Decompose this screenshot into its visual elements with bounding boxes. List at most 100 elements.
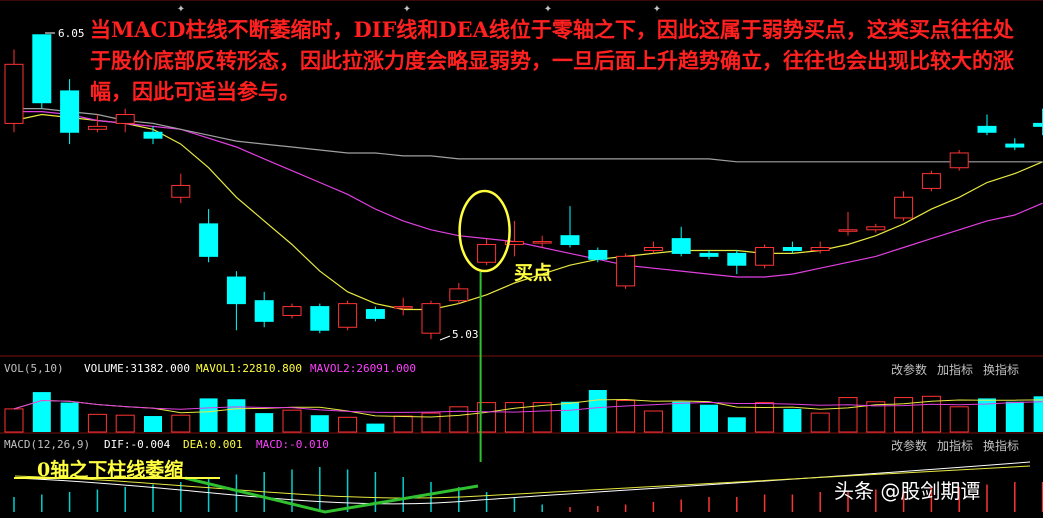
candle-body-down (560, 235, 580, 246)
candle (32, 34, 52, 109)
volume-bar (1005, 401, 1024, 432)
candle (532, 235, 552, 248)
candle-body-up (643, 247, 663, 251)
candle (338, 300, 358, 331)
top-event-marker: ✦ (653, 4, 661, 15)
volume-bar (755, 402, 775, 433)
candle (671, 226, 691, 257)
candle (254, 291, 274, 328)
top-event-marker: ✦ (403, 4, 411, 15)
candle-body-down (1005, 143, 1025, 148)
candle-body-down (977, 125, 997, 133)
candle (894, 191, 914, 221)
candle (977, 114, 997, 136)
volume-bar (366, 423, 385, 432)
candle-body-up (115, 114, 135, 124)
vol-switch-indicator-button[interactable]: 换指标 (983, 363, 1020, 377)
volume-bar (949, 406, 969, 433)
candle (838, 212, 858, 236)
volume-bar (227, 399, 246, 432)
macd-edit-params-button[interactable]: 改参数 (891, 439, 928, 453)
candle-body-up (810, 247, 830, 251)
macd-add-indicator-button[interactable]: 加指标 (937, 439, 974, 453)
candle (616, 253, 636, 289)
volume-bar (87, 413, 107, 433)
volume-bar (504, 402, 524, 433)
candle-body-down (254, 300, 274, 322)
ma-line-yellow (13, 113, 1043, 311)
candle-body-up (87, 125, 107, 130)
candle-body-up (449, 288, 469, 302)
volume-bar (700, 404, 718, 432)
volume-bar (978, 398, 996, 432)
candle (1005, 138, 1025, 150)
macd-switch-indicator-button[interactable]: 换指标 (983, 439, 1020, 453)
candle (60, 79, 80, 145)
candle-body-up (477, 244, 497, 263)
candle (171, 173, 191, 204)
candle (477, 238, 497, 266)
volume-bar (810, 412, 830, 433)
vol-indicator-name[interactable]: VOL(5,10) (4, 362, 64, 375)
volume-bar (255, 413, 274, 432)
vol-mavol2-readout: MAVOL2:26091.000 (310, 362, 416, 375)
candle-body-down (699, 252, 719, 257)
candle-body-up (282, 306, 302, 316)
candle (199, 209, 219, 263)
volume-bar (921, 395, 941, 433)
vol-edit-params-button[interactable]: 改参数 (891, 363, 928, 377)
low-price-label: 5.03 (452, 328, 479, 341)
volume-bar (171, 414, 191, 433)
ma-line-purple (14, 110, 1043, 278)
candle-body-up (894, 196, 914, 219)
histogram-shrink-marker (184, 476, 479, 514)
macd-value-readout: MACD:-0.010 (256, 438, 329, 451)
vol-add-indicator-button[interactable]: 加指标 (937, 363, 974, 377)
volume-bar (532, 402, 552, 433)
top-event-marker: ✦ (177, 4, 185, 15)
candle (727, 250, 747, 275)
candle (866, 223, 886, 233)
candle-body-up (338, 303, 358, 328)
volume-bar (727, 417, 746, 432)
candle-body-down (60, 90, 80, 133)
dea-line (14, 465, 1031, 499)
candle-body-down (365, 309, 385, 319)
volume-bar (477, 402, 497, 433)
candle-body-up (838, 229, 858, 232)
candle (87, 114, 107, 133)
volume-bar (199, 398, 218, 432)
candle (4, 49, 24, 133)
zero-axis-note: 0轴之下柱线萎缩 (37, 459, 184, 481)
mavol2-line (13, 399, 1043, 413)
candle (949, 150, 969, 171)
volume-bar (60, 402, 79, 432)
candle-body-down (32, 34, 52, 104)
candle-body-up (421, 303, 441, 334)
volume-bar (838, 397, 858, 433)
candle (282, 303, 302, 319)
macd-indicator-name[interactable]: MACD(12,26,9) (4, 438, 91, 451)
watermark: 头条 @股剑期谭 (834, 479, 981, 503)
candle (755, 244, 775, 269)
candle-body-down (226, 276, 246, 305)
candle-body-down (310, 306, 330, 331)
candle-body-up (949, 152, 969, 169)
buy-point-circle (458, 189, 511, 273)
candle (365, 306, 385, 322)
candle (449, 282, 469, 304)
macd-dif-readout: DIF:-0.004 (104, 438, 171, 451)
candle-body-up (755, 247, 775, 266)
candle (393, 297, 413, 316)
volume-bar (421, 412, 441, 433)
volume-bar (672, 401, 691, 432)
candle-body-up (4, 63, 24, 124)
candle (810, 241, 830, 254)
candle (699, 250, 719, 260)
candle-body-down (671, 238, 691, 254)
candle (921, 170, 941, 192)
candle-body-up (504, 241, 524, 246)
candle-body-down (1033, 122, 1043, 127)
macd-dea-readout: DEA:0.001 (183, 438, 243, 451)
